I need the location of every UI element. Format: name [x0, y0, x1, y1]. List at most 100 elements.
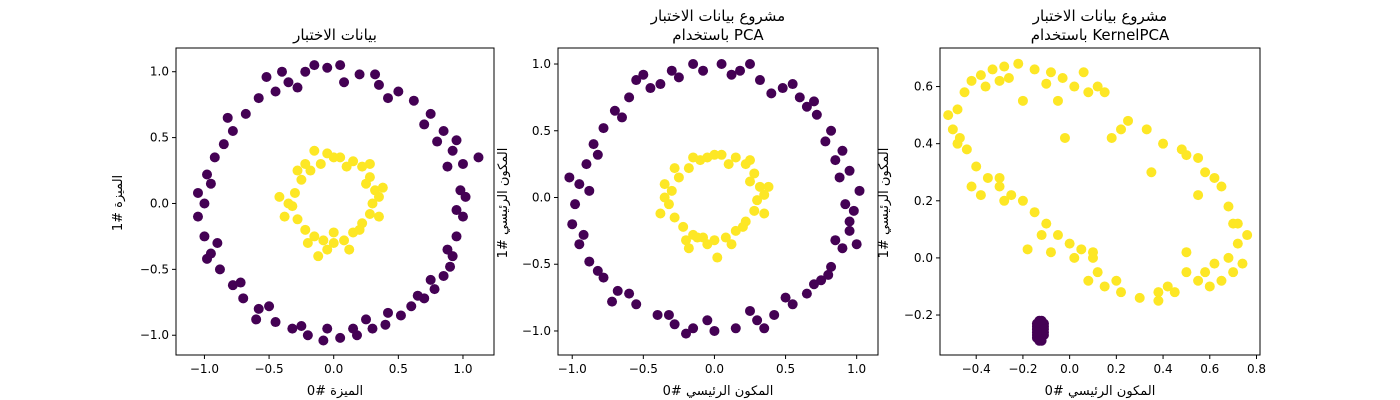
data-point	[999, 61, 1010, 72]
data-point	[612, 285, 623, 296]
data-point	[754, 181, 765, 192]
data-point	[240, 108, 251, 119]
data-point	[947, 124, 958, 135]
data-point	[373, 79, 384, 90]
y-tick-label: 0.5	[532, 124, 551, 138]
data-point	[373, 211, 384, 222]
data-point	[975, 70, 986, 81]
data-point	[1153, 295, 1164, 306]
data-point	[296, 321, 307, 332]
y-tick-label: −0.2	[904, 308, 933, 322]
data-point	[425, 274, 436, 285]
data-point	[309, 231, 320, 242]
data-point	[289, 187, 300, 198]
data-point	[837, 243, 848, 254]
data-point	[688, 59, 699, 70]
data-point	[726, 239, 737, 250]
data-point	[361, 178, 372, 189]
data-point	[209, 152, 220, 163]
data-point	[726, 69, 737, 80]
data-point	[730, 152, 741, 163]
data-point	[309, 60, 320, 71]
data-point	[994, 181, 1005, 192]
data-point	[749, 168, 760, 179]
data-point	[1228, 267, 1239, 278]
data-point	[712, 252, 723, 263]
data-point	[354, 69, 365, 80]
data-point	[253, 93, 264, 104]
data-point	[1013, 58, 1024, 69]
data-point	[212, 238, 223, 248]
data-point	[451, 135, 462, 146]
data-point	[592, 149, 603, 160]
panel-test-data: بيانات الاختبار الميزة #0 الميزة #1 −1.0…	[111, 26, 495, 399]
data-point	[238, 293, 249, 304]
data-point	[844, 165, 855, 176]
data-point	[759, 323, 770, 334]
data-point	[339, 235, 350, 246]
data-point	[645, 83, 656, 94]
data-point	[570, 199, 581, 210]
data-point	[202, 169, 213, 180]
data-point	[1092, 81, 1103, 92]
data-point	[277, 66, 287, 77]
data-point	[1123, 115, 1134, 126]
data-point	[581, 159, 592, 170]
y-tick-label: 0.0	[532, 190, 551, 204]
data-point	[1069, 81, 1080, 92]
data-point	[692, 232, 703, 243]
data-point	[377, 182, 388, 193]
data-point	[1223, 252, 1234, 263]
data-point	[777, 83, 788, 94]
data-point	[227, 126, 238, 137]
data-point	[716, 59, 727, 70]
data-point	[287, 323, 298, 334]
data-point	[335, 332, 346, 343]
data-point	[1087, 247, 1098, 258]
data-point	[837, 145, 848, 156]
data-point	[457, 211, 468, 222]
data-point	[673, 72, 684, 83]
data-point	[438, 126, 449, 137]
data-point	[1041, 218, 1052, 229]
data-point	[447, 145, 458, 156]
data-point	[1169, 287, 1180, 298]
data-point	[438, 270, 449, 281]
data-point	[457, 158, 468, 169]
data-point	[752, 315, 763, 326]
data-point	[1193, 152, 1204, 163]
data-point	[1141, 124, 1152, 135]
data-point	[300, 66, 311, 77]
y-tick-label: 0.6	[914, 80, 933, 94]
data-point	[192, 187, 203, 198]
data-point	[1116, 124, 1127, 135]
x-tick-label: 0.0	[1060, 362, 1079, 376]
data-point	[1193, 190, 1204, 201]
data-point	[302, 330, 313, 341]
data-point	[1076, 244, 1087, 255]
scatter-points	[564, 59, 865, 339]
data-point	[264, 301, 275, 312]
data-point	[663, 309, 674, 320]
data-point	[655, 208, 666, 219]
data-point	[1036, 315, 1047, 326]
data-point	[698, 65, 709, 76]
data-point	[1200, 267, 1211, 278]
data-point	[429, 284, 440, 295]
data-point	[702, 239, 713, 250]
data-point	[218, 139, 229, 150]
data-point	[745, 155, 755, 166]
data-point	[1083, 87, 1094, 98]
panel-pca-projection: مشروع بيانات الاختبار باستخدام PCA المكو…	[496, 7, 879, 399]
data-point	[624, 288, 635, 299]
data-point	[419, 119, 430, 130]
data-point	[787, 79, 798, 90]
data-point	[1036, 230, 1047, 241]
axes-frame	[939, 47, 1261, 356]
data-point	[994, 172, 1005, 183]
data-point	[318, 235, 329, 246]
data-point	[669, 212, 680, 223]
data-point	[592, 265, 603, 276]
data-point	[669, 319, 680, 330]
